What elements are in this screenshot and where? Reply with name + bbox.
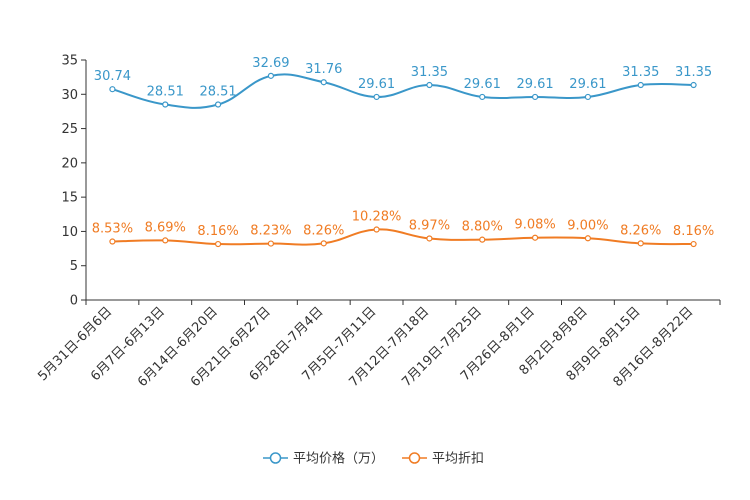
data-label: 28.51 (147, 85, 184, 100)
data-point (162, 101, 169, 108)
data-point (637, 81, 644, 89)
data-label: 31.35 (411, 65, 448, 80)
legend-label: 平均折扣 (432, 452, 484, 467)
data-point (637, 240, 644, 247)
legend[interactable]: 平均价格（万） 平均折扣 (263, 451, 484, 467)
y-tick-label: 20 (61, 156, 78, 171)
data-label: 28.51 (199, 85, 236, 100)
series-line-2 (112, 228, 694, 246)
data-label: 8.23% (250, 224, 291, 239)
data-point (426, 81, 433, 89)
data-label: 8.16% (673, 224, 714, 239)
data-point (479, 93, 486, 101)
data-point (426, 235, 433, 242)
data-label: 8.16% (197, 224, 238, 239)
data-point (373, 93, 380, 101)
data-label: 29.61 (569, 77, 606, 92)
data-label: 9.00% (567, 218, 608, 233)
y-tick-label: 25 (61, 122, 78, 137)
legend-marker-icon (269, 452, 282, 464)
data-point (162, 237, 169, 244)
data-point (373, 226, 380, 233)
data-point (214, 240, 222, 248)
data-point (584, 235, 592, 242)
series-line-1 (112, 73, 694, 109)
data-label: 8.80% (462, 220, 503, 235)
data-label: 8.97% (409, 218, 450, 233)
data-point (320, 240, 327, 247)
data-point (267, 240, 275, 247)
legend-label: 平均价格（万） (293, 451, 384, 467)
data-label: 31.35 (622, 65, 659, 80)
data-label: 30.74 (94, 69, 131, 84)
legend-item-2[interactable]: 平均折扣 (402, 452, 484, 467)
data-label: 29.61 (464, 77, 501, 92)
y-tick-label: 10 (61, 225, 78, 240)
data-point (690, 240, 697, 248)
data-point (109, 86, 116, 93)
data-point (267, 72, 275, 79)
data-point (531, 234, 539, 241)
data-label: 29.61 (516, 77, 553, 92)
y-tick-label: 5 (70, 259, 78, 274)
data-point (214, 101, 222, 108)
data-label: 8.53% (92, 222, 133, 237)
series-group (109, 72, 697, 248)
y-tick-label: 15 (61, 191, 78, 206)
data-point (690, 81, 697, 89)
data-label: 29.61 (358, 77, 395, 92)
data-point (531, 93, 539, 101)
data-label: 31.76 (305, 62, 342, 77)
legend-item-1[interactable]: 平均价格（万） (263, 451, 384, 467)
data-label: 31.35 (675, 65, 712, 80)
data-label: 32.69 (252, 56, 289, 71)
data-label: 8.26% (620, 223, 661, 238)
data-label: 10.28% (352, 210, 402, 225)
y-tick-label: 0 (70, 294, 78, 309)
legend-marker-icon (408, 452, 421, 464)
data-labels: 30.74 28.51 28.51 32.69 31.76 29.61 31.35 29.61… (92, 56, 714, 239)
data-point (584, 93, 592, 101)
data-label: 8.26% (303, 223, 344, 238)
data-label: 9.08% (514, 218, 555, 233)
y-tick-label: 30 (61, 88, 78, 103)
data-point (479, 236, 486, 243)
data-point (109, 238, 116, 245)
data-label: 8.69% (145, 220, 186, 235)
y-tick-label: 35 (61, 54, 78, 69)
data-point (320, 79, 327, 86)
